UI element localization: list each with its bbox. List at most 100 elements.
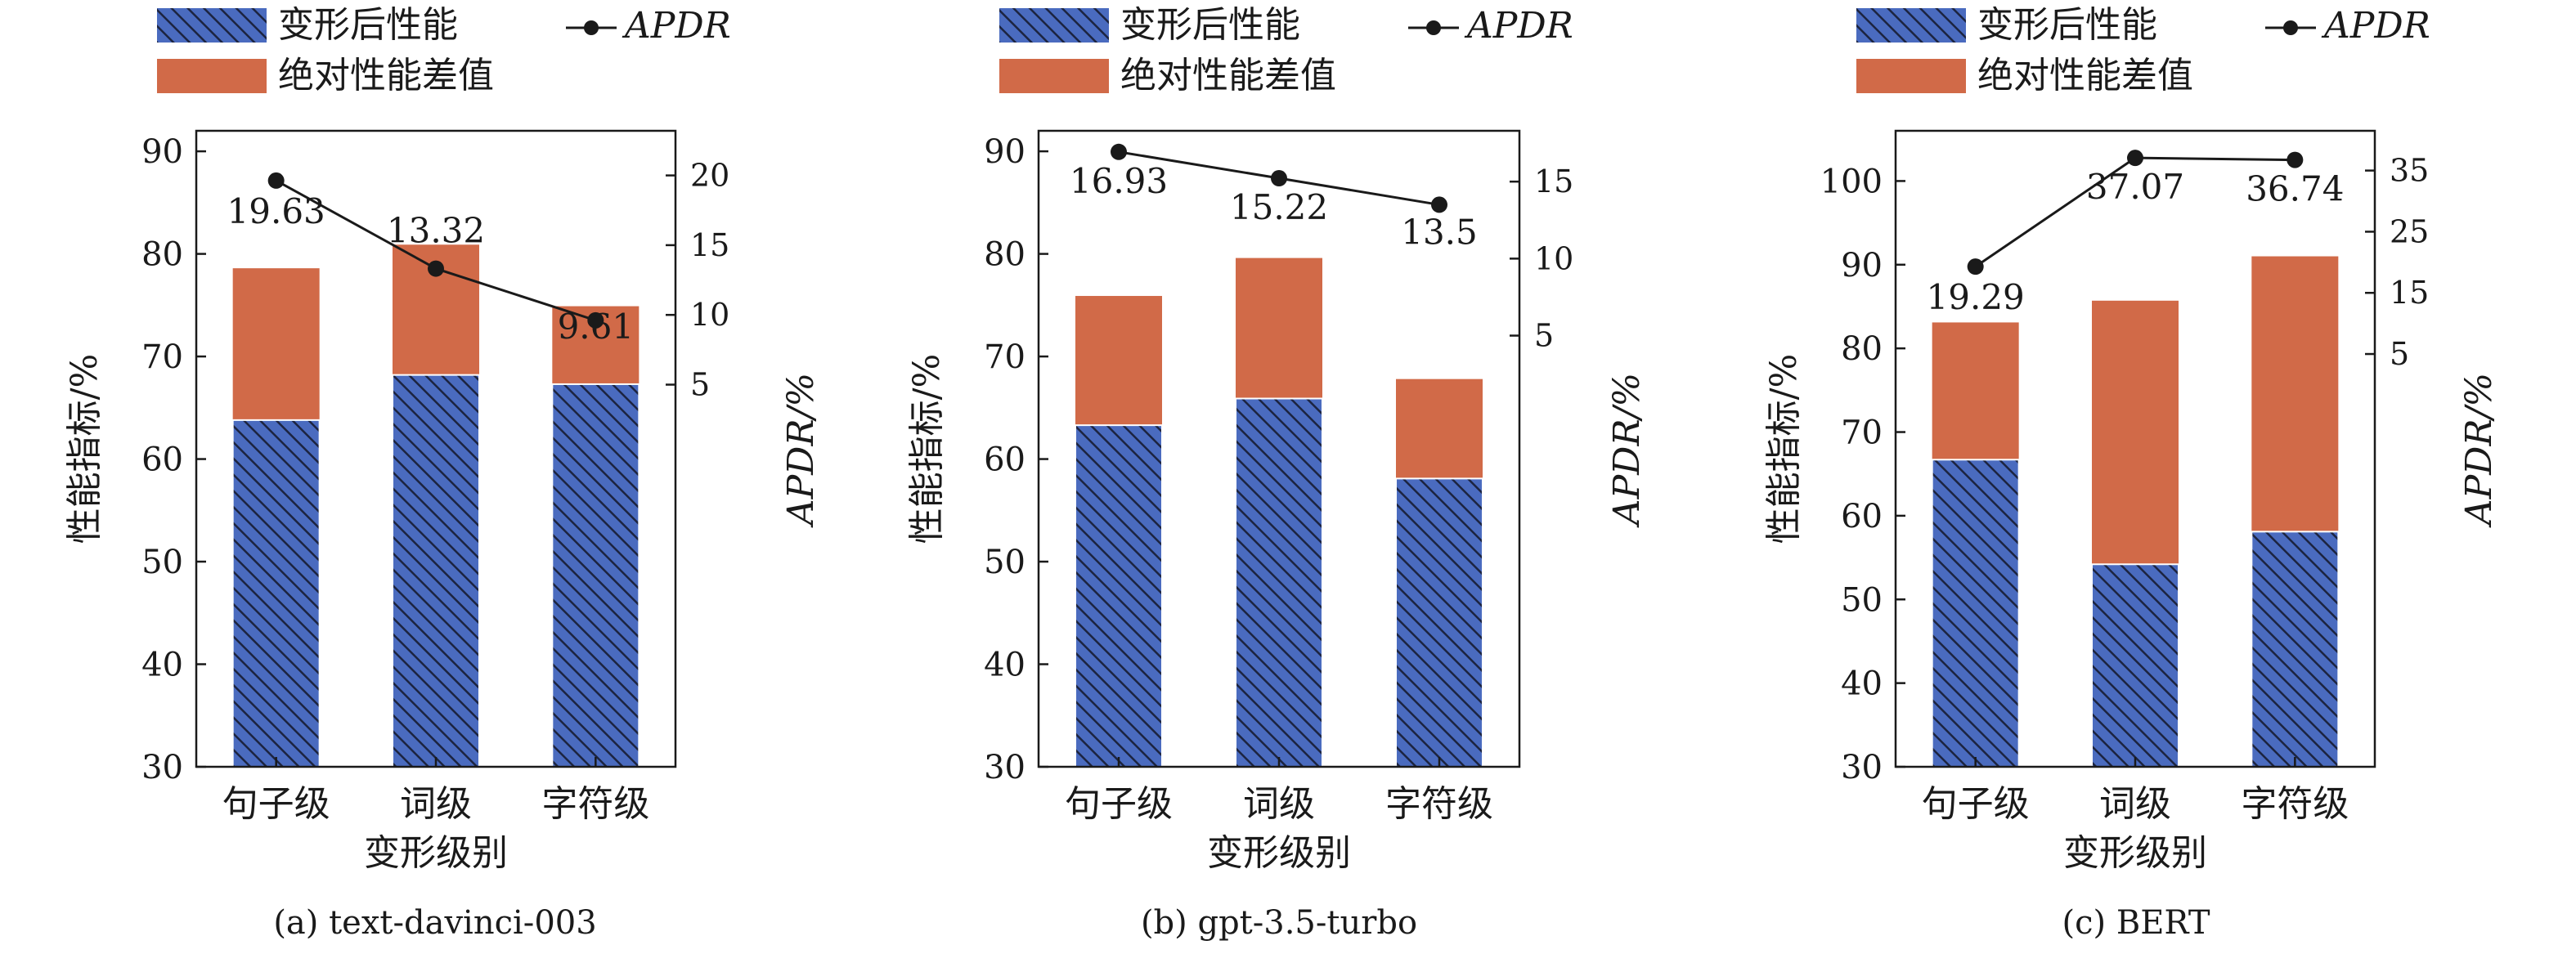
y-tick-label: 70: [1841, 414, 1883, 452]
legend-label-diff: 绝对性能差值: [278, 55, 494, 96]
legend-swatch-diff: [999, 59, 1109, 93]
apdr-point-1: [1967, 258, 1984, 275]
x-tick-label: 句子级: [222, 783, 330, 825]
x-tick-label: 句子级: [1065, 783, 1173, 825]
bar-perf-after-1: [1931, 459, 2020, 768]
x-tick-label: 字符级: [1385, 783, 1493, 825]
apdr-point-1: [1111, 143, 1127, 160]
bar-perf-after-2: [2091, 563, 2179, 768]
y-axis-label: 性能指标/%: [906, 354, 948, 544]
legend-marker-sample: [584, 20, 599, 35]
apdr-point-3: [1431, 196, 1447, 213]
panel-caption: (b) gpt-3.5-turbo: [1141, 904, 1417, 942]
y-tick-label: 90: [141, 133, 183, 171]
x-axis-label: 变形级别: [2063, 832, 2207, 874]
apdr-point-2: [428, 260, 444, 277]
y2-axis-label: APDR/%: [2458, 373, 2500, 528]
bar-abs-diff-3: [1396, 378, 1483, 479]
y2-tick-label: 20: [690, 158, 729, 194]
y2-tick-label: 15: [690, 227, 729, 263]
y-tick-label: 100: [1820, 163, 1883, 200]
legend-marker-sample: [2283, 20, 2298, 35]
x-tick-label: 字符级: [541, 783, 649, 825]
y-tick-label: 70: [984, 338, 1025, 376]
bar-perf-after-3: [1395, 477, 1483, 768]
x-tick-label: 词级: [1243, 783, 1315, 825]
legend-swatch-diff: [1856, 59, 1966, 93]
x-tick-label: 句子级: [1922, 783, 2030, 825]
apdr-point-3: [587, 311, 604, 329]
y-tick-label: 30: [984, 749, 1025, 786]
x-tick-label: 词级: [2099, 783, 2171, 825]
bar-perf-after-3: [2251, 531, 2340, 768]
panel-caption: (c) BERT: [2062, 904, 2210, 942]
y-tick-label: 60: [984, 441, 1025, 479]
y-tick-label: 80: [984, 236, 1025, 274]
y-tick-label: 50: [984, 544, 1025, 581]
y-tick-label: 40: [141, 647, 183, 684]
bar-abs-diff-2: [1236, 258, 1322, 399]
x-axis-label: 变形级别: [1207, 832, 1351, 874]
y-tick-label: 70: [141, 338, 183, 376]
y-tick-label: 40: [984, 647, 1025, 684]
legend-swatch-perf: [157, 8, 267, 43]
apdr-data-label: 13.5: [1401, 212, 1478, 252]
legend-marker-sample: [1426, 20, 1441, 35]
bar-abs-diff-1: [1932, 322, 2019, 460]
y2-tick-label: 25: [2390, 213, 2429, 249]
bar-perf-after-2: [392, 374, 480, 768]
y2-tick-label: 10: [690, 297, 729, 333]
y-tick-label: 90: [984, 133, 1025, 171]
apdr-data-label: 19.63: [227, 191, 325, 231]
y2-tick-label: 35: [2390, 153, 2429, 189]
y2-axis-label: APDR/%: [780, 373, 822, 528]
y2-tick-label: 15: [1534, 163, 1573, 199]
apdr-data-label: 16.93: [1070, 161, 1168, 201]
legend-label-diff: 绝对性能差值: [1120, 55, 1336, 96]
y2-tick-label: 15: [2390, 275, 2429, 311]
apdr-data-label: 13.32: [387, 211, 485, 251]
y2-axis-label: APDR/%: [1606, 373, 1648, 528]
legend-swatch-diff: [157, 59, 267, 93]
apdr-data-label: 19.29: [1927, 277, 2025, 317]
apdr-data-label: 9.61: [558, 307, 635, 347]
legend-label-perf: 变形后性能: [1120, 4, 1300, 46]
bar-perf-after-2: [1235, 397, 1323, 768]
y2-tick-label: 5: [2390, 336, 2409, 372]
y-tick-label: 30: [141, 749, 183, 786]
y-tick-label: 80: [1841, 330, 1883, 368]
legend-label-apdr: APDR: [622, 5, 731, 47]
bar-abs-diff-1: [232, 268, 320, 420]
bar-perf-after-1: [231, 419, 321, 768]
apdr-data-label: 15.22: [1230, 187, 1328, 227]
bar-abs-diff-2: [2092, 300, 2179, 565]
bar-abs-diff-1: [1075, 296, 1162, 426]
y-tick-label: 40: [1841, 665, 1883, 703]
y-tick-label: 50: [141, 544, 183, 581]
legend-label-apdr: APDR: [1464, 5, 1573, 47]
apdr-point-1: [267, 172, 285, 189]
legend-label-diff: 绝对性能差值: [1977, 55, 2193, 96]
x-tick-label: 词级: [400, 783, 472, 825]
y2-tick-label: 5: [690, 367, 710, 403]
panel-caption: (a) text-davinci-003: [273, 904, 596, 942]
legend-swatch-perf: [999, 8, 1109, 43]
y-tick-label: 50: [1841, 581, 1883, 619]
legend-label-apdr: APDR: [2321, 5, 2430, 47]
apdr-point-2: [2127, 150, 2143, 167]
y-tick-label: 80: [141, 236, 183, 274]
y-tick-label: 60: [1841, 498, 1883, 535]
apdr-point-2: [1271, 170, 1287, 187]
y-axis-label: 性能指标/%: [64, 354, 105, 544]
legend-label-perf: 变形后性能: [278, 4, 458, 46]
apdr-data-label: 36.74: [2246, 169, 2344, 209]
y2-tick-label: 10: [1534, 240, 1573, 276]
bar-perf-after-1: [1075, 424, 1163, 768]
y-axis-label: 性能指标/%: [1763, 354, 1805, 544]
bar-abs-diff-3: [2251, 256, 2339, 532]
